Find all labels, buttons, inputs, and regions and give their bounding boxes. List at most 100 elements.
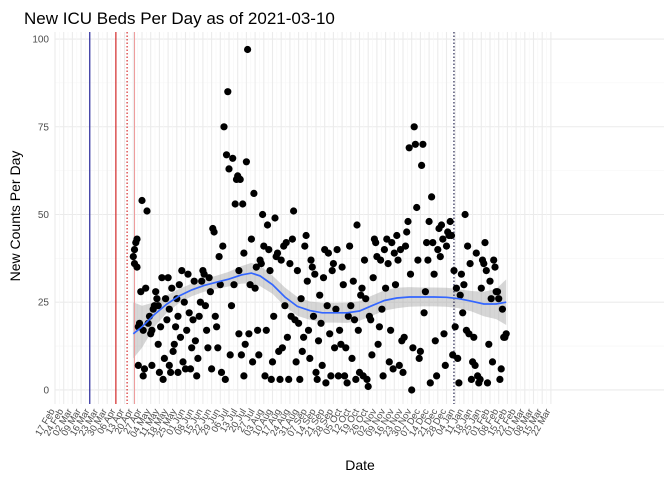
data-point xyxy=(229,154,237,162)
data-point xyxy=(276,375,284,383)
data-point xyxy=(175,281,183,289)
data-point xyxy=(358,284,366,292)
data-point xyxy=(395,361,403,369)
data-point xyxy=(317,319,325,327)
data-point xyxy=(237,351,245,359)
data-point xyxy=(389,365,397,373)
data-point xyxy=(433,372,441,380)
data-point xyxy=(148,361,156,369)
data-point xyxy=(364,382,372,391)
data-point xyxy=(334,372,342,380)
data-point xyxy=(293,267,301,275)
data-point xyxy=(348,354,356,362)
data-point xyxy=(191,337,199,345)
data-point xyxy=(213,323,221,331)
data-point xyxy=(246,281,254,289)
data-point xyxy=(152,288,160,296)
data-point xyxy=(236,175,244,183)
data-point xyxy=(240,249,248,257)
data-point xyxy=(336,326,344,334)
data-point xyxy=(316,291,324,299)
data-point xyxy=(200,270,208,278)
trend-line xyxy=(132,272,507,335)
data-point xyxy=(285,375,293,383)
data-point xyxy=(155,368,163,376)
data-point xyxy=(172,323,180,331)
data-point xyxy=(452,284,460,292)
data-point xyxy=(327,372,335,380)
y-tick-label: 25 xyxy=(38,298,50,309)
y-axis-ticks: 0 25 50 75 100 xyxy=(32,35,49,397)
data-point xyxy=(390,249,398,257)
data-point xyxy=(429,239,437,247)
data-point xyxy=(440,330,448,338)
smooth-line xyxy=(132,272,507,335)
data-point xyxy=(235,330,243,338)
data-point xyxy=(302,231,310,240)
data-point xyxy=(174,312,182,320)
data-point xyxy=(235,267,243,275)
data-point xyxy=(485,340,493,348)
grid-lines xyxy=(54,32,664,404)
data-point xyxy=(447,231,456,240)
data-point xyxy=(456,291,464,299)
data-point xyxy=(179,358,187,366)
data-point xyxy=(216,281,224,289)
data-point xyxy=(297,295,305,303)
data-point xyxy=(306,354,314,362)
data-point xyxy=(262,326,270,334)
data-point xyxy=(464,242,472,250)
data-point xyxy=(472,249,480,257)
data-point xyxy=(347,302,355,310)
data-point xyxy=(353,221,361,229)
data-point xyxy=(400,333,408,341)
data-point xyxy=(226,351,234,359)
data-point xyxy=(288,235,296,243)
data-point xyxy=(154,340,162,348)
data-point xyxy=(451,323,459,331)
data-point xyxy=(230,281,238,289)
data-point xyxy=(158,274,166,282)
data-point xyxy=(388,239,396,247)
data-point xyxy=(159,375,167,383)
data-point xyxy=(221,375,229,383)
data-point xyxy=(375,323,383,331)
data-point xyxy=(206,288,214,296)
data-point xyxy=(309,312,318,320)
data-point xyxy=(135,319,144,327)
data-point xyxy=(165,305,173,313)
data-point xyxy=(263,221,272,229)
data-point xyxy=(271,214,279,222)
data-point xyxy=(225,165,233,173)
data-point xyxy=(224,88,232,96)
data-point xyxy=(154,302,162,310)
data-point xyxy=(303,277,311,285)
data-point xyxy=(268,358,277,366)
data-point xyxy=(201,302,209,310)
data-point xyxy=(446,217,454,226)
data-point xyxy=(265,246,273,254)
data-point xyxy=(211,312,219,320)
data-point xyxy=(169,347,177,355)
data-point xyxy=(328,267,336,275)
data-point xyxy=(215,253,223,261)
data-point xyxy=(180,298,188,306)
data-point xyxy=(425,217,433,226)
data-point xyxy=(278,344,286,352)
data-point xyxy=(491,263,499,271)
data-point xyxy=(394,256,402,264)
data-point xyxy=(372,239,380,247)
data-point xyxy=(204,344,212,352)
data-point xyxy=(333,246,341,254)
data-point xyxy=(346,242,354,250)
data-point xyxy=(339,281,347,289)
data-point xyxy=(134,361,142,369)
data-point xyxy=(168,284,176,292)
data-point xyxy=(176,333,185,341)
data-point xyxy=(385,358,393,366)
data-point xyxy=(313,375,321,383)
data-point xyxy=(404,217,412,226)
data-point xyxy=(405,144,413,152)
data-point xyxy=(460,281,468,289)
data-point xyxy=(183,326,191,334)
